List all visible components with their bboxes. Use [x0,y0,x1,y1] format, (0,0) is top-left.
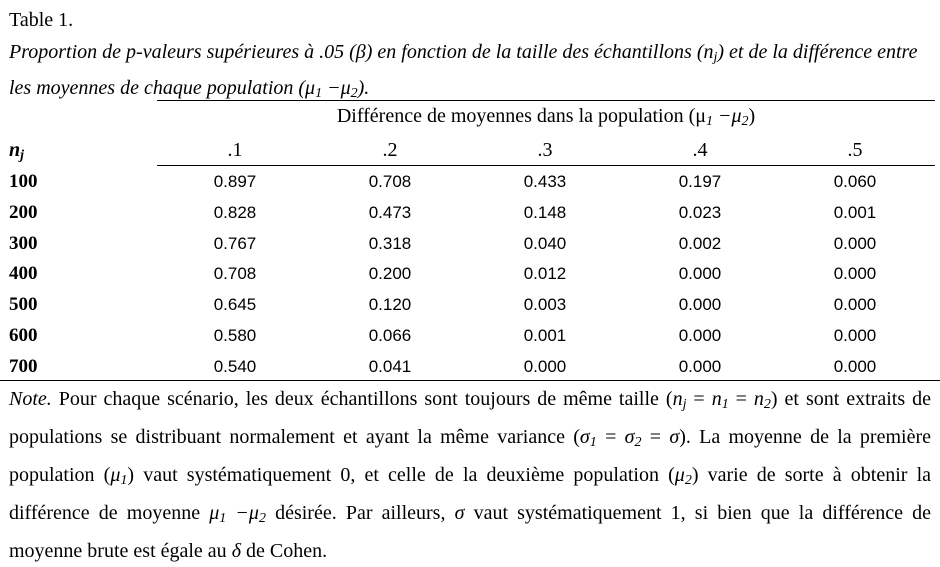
column-header: .3 [537,139,553,161]
column-header: .5 [847,139,863,161]
table-cell: 0.000 [678,326,722,345]
table-caption: Proportion de p-valeurs supérieures à .0… [9,41,918,101]
table-note: Note. Pour chaque scénario, les deux éch… [9,388,932,562]
table-cell: 0.000 [678,295,722,315]
table-cell: 0.003 [523,295,567,315]
table-cell: 0.001 [523,326,567,345]
table-cell: 0.645 [213,295,257,315]
table-cell: 0.708 [213,264,257,284]
row-label: 100 [9,171,38,192]
table-cell: 0.000 [678,356,722,376]
table-cell: 0.580 [213,326,257,345]
table-cell: 0.148 [523,202,567,222]
header-rule [157,165,935,166]
table-cell: 0.200 [368,264,412,284]
bottom-rule [0,380,940,381]
table-cell: 0.000 [523,356,567,376]
row-label: 300 [9,232,38,254]
column-header: .1 [227,139,243,161]
column-header: .4 [692,139,708,161]
table-cell: 0.060 [833,172,877,191]
table-cell: 0.433 [523,172,567,191]
table-cell: 0.473 [368,202,412,222]
table-cell: 0.000 [833,264,877,284]
table-cell: 0.012 [523,264,567,284]
table-cell: 0.000 [833,233,877,253]
table-label: Table 1. [9,9,74,31]
table-cell: 0.040 [523,233,567,253]
table-cell: 0.540 [213,356,257,376]
table-cell: 0.002 [678,233,722,253]
column-spanner-header: Différence de moyennes dans la populatio… [336,105,756,129]
table-cell: 0.318 [368,233,412,253]
table-cell: 0.000 [833,356,877,376]
row-header-nj: nj [9,139,25,163]
row-label: 500 [9,294,38,316]
row-label: 600 [9,325,38,346]
table-cell: 0.023 [678,202,722,222]
table-cell: 0.120 [368,295,412,315]
table-cell: 0.767 [213,233,257,253]
top-rule [157,100,935,101]
column-header: .2 [382,139,398,161]
row-label: 200 [9,201,38,223]
table-cell: 0.066 [368,326,412,345]
table-cell: 0.197 [678,172,722,191]
table-cell: 0.000 [678,264,722,284]
table-cell: 0.897 [213,172,257,191]
table-cell: 0.000 [833,295,877,315]
table-cell: 0.828 [213,202,257,222]
table-cell: 0.708 [368,172,412,191]
row-label: 700 [9,355,38,377]
row-label: 400 [9,263,38,285]
table-cell: 0.001 [833,202,877,222]
table-cell: 0.041 [368,356,412,376]
table-cell: 0.000 [833,326,877,345]
